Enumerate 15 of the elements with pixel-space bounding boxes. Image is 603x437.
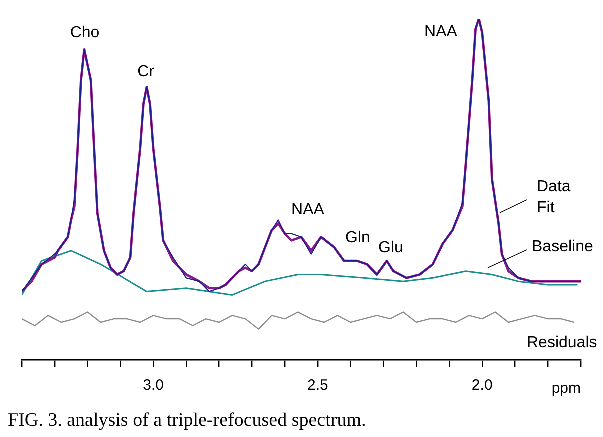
annotation: Cr <box>138 63 156 80</box>
caption: FIG. 3. analysis of a triple-refocused spectrum. <box>8 410 366 432</box>
x-axis-title: ppm <box>552 380 581 398</box>
text: Data <box>537 178 571 196</box>
annotation: Cho <box>70 24 100 42</box>
x-tick-label: 2.5 <box>308 377 328 394</box>
annotation: NAA <box>292 201 325 218</box>
annotation: Glu <box>378 239 404 256</box>
annotation: Gln <box>346 229 370 246</box>
text: Fit <box>537 199 556 216</box>
series-label: Baseline <box>532 238 594 256</box>
x-tick-label: 2.0 <box>472 377 493 394</box>
series-label: Residuals <box>527 334 598 352</box>
x-tick-label: 3.0 <box>143 377 164 394</box>
annotation: NAA <box>424 23 458 40</box>
